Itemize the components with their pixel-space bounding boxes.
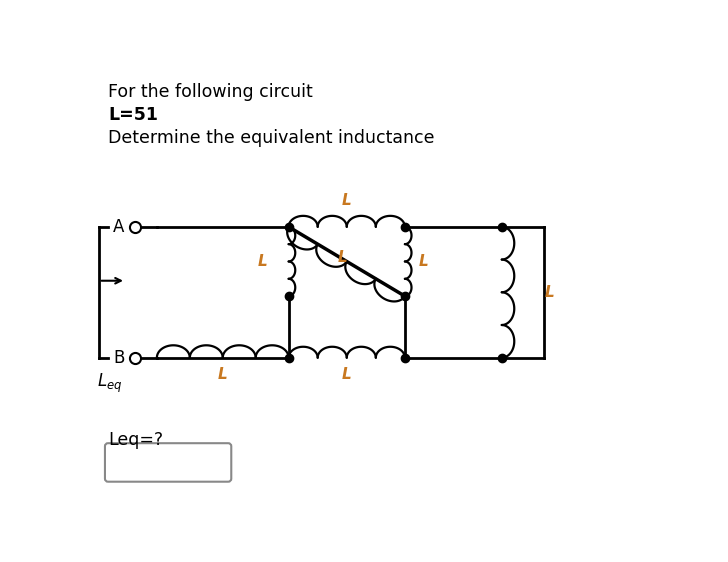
Text: A: A xyxy=(113,218,124,236)
FancyBboxPatch shape xyxy=(105,443,232,482)
Text: L: L xyxy=(218,367,228,382)
Text: L: L xyxy=(257,254,267,269)
Text: L: L xyxy=(342,193,352,207)
Text: L: L xyxy=(419,254,429,269)
Text: $L_{eq}$: $L_{eq}$ xyxy=(98,371,122,395)
Text: L=51: L=51 xyxy=(108,106,158,124)
Text: L: L xyxy=(545,285,554,300)
Text: L: L xyxy=(342,367,352,382)
Text: Leq=?: Leq=? xyxy=(108,431,163,449)
Text: Determine the equivalent inductance: Determine the equivalent inductance xyxy=(108,129,435,147)
Text: For the following circuit: For the following circuit xyxy=(108,83,313,101)
Text: L: L xyxy=(338,250,348,265)
Text: B: B xyxy=(113,349,124,367)
